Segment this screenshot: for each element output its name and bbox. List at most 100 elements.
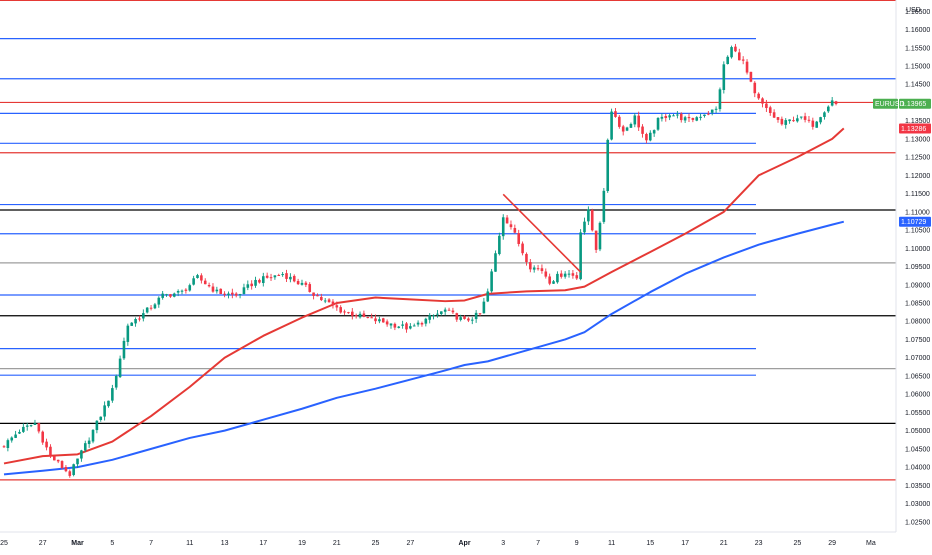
candle-body xyxy=(463,316,466,319)
candle-body xyxy=(470,319,474,321)
candle-body xyxy=(37,423,41,432)
candle-body xyxy=(273,275,277,278)
candle-body xyxy=(710,109,714,113)
time-tick-label: 17 xyxy=(681,540,689,547)
candle-body xyxy=(436,313,439,315)
price-scale[interactable]: 1.165001.160001.155001.150001.145001.140… xyxy=(905,9,930,526)
candle-body xyxy=(2,446,6,448)
candle-body xyxy=(18,431,21,434)
candle-body xyxy=(718,89,722,110)
candle-body xyxy=(261,276,265,284)
candle-body xyxy=(165,294,168,296)
candle-body xyxy=(76,458,79,465)
candle-body xyxy=(583,221,586,233)
candle-body xyxy=(517,233,521,244)
candle-body xyxy=(807,119,811,121)
candle-body xyxy=(397,326,401,328)
candle-body xyxy=(68,471,72,476)
candle-body xyxy=(227,293,230,296)
candle-body xyxy=(703,114,706,117)
candle-body xyxy=(53,456,56,461)
candle-body xyxy=(757,93,760,99)
candle-body xyxy=(207,285,211,287)
candle-body xyxy=(188,285,192,291)
moving-average-line xyxy=(3,220,845,476)
candle-body xyxy=(316,295,319,297)
candle-body xyxy=(482,301,486,314)
candle-body xyxy=(428,315,431,320)
time-scale[interactable]: 25 27 Mar 5 7 11 13 17 19 21 25 27 Apr 3 7 9 11 15 17 21 23 2… xyxy=(0,540,876,547)
candle-body xyxy=(215,289,219,292)
time-tick-label: 11 xyxy=(186,540,193,547)
candle-body xyxy=(176,290,180,293)
candle-body xyxy=(6,440,10,448)
candle-body xyxy=(714,108,718,110)
candle-body xyxy=(672,115,675,117)
candle-body xyxy=(405,323,408,330)
time-tick-label: Mar xyxy=(71,540,84,547)
candle-body xyxy=(498,235,501,255)
candle-body xyxy=(343,311,346,313)
time-tick-label: 3 xyxy=(501,540,505,547)
time-tick-label: 9 xyxy=(575,540,579,547)
candle-body xyxy=(679,113,683,121)
candle-body xyxy=(776,117,780,120)
candle-body xyxy=(107,400,110,407)
price-tick-label: 1.15000 xyxy=(905,63,930,70)
candle-body xyxy=(799,116,803,118)
candle-body xyxy=(130,322,134,326)
candle-body xyxy=(687,117,691,119)
time-tick-label: 27 xyxy=(39,540,47,547)
candle-body xyxy=(478,313,482,315)
candle-body xyxy=(192,278,195,285)
candle-body xyxy=(629,123,633,128)
price-tick-label: 1.07000 xyxy=(905,355,930,362)
candle-body xyxy=(103,405,106,417)
candle-body xyxy=(641,126,644,134)
candle-body xyxy=(761,98,764,104)
candle-body xyxy=(676,114,679,116)
candle-body xyxy=(29,425,33,427)
candle-body xyxy=(80,450,83,459)
candle-body xyxy=(575,275,579,279)
price-tick-label: 1.08500 xyxy=(905,301,930,308)
time-tick-label: 29 xyxy=(828,540,836,547)
candle-body xyxy=(637,115,640,128)
candle-body xyxy=(707,113,710,115)
price-tag-box xyxy=(899,98,931,109)
candle-body xyxy=(409,326,412,329)
candle-body xyxy=(467,318,470,321)
candle-body xyxy=(416,322,420,325)
candle-body xyxy=(223,293,226,295)
candle-body xyxy=(87,440,91,445)
candle-body xyxy=(312,292,315,296)
candle-body xyxy=(571,273,575,276)
candle-body xyxy=(652,130,656,134)
candle-body xyxy=(455,313,459,320)
candle-body xyxy=(548,276,551,284)
candle-body xyxy=(231,292,234,295)
candle-body xyxy=(60,461,64,469)
candle-body xyxy=(536,268,540,270)
candle-body xyxy=(258,279,261,283)
candle-body xyxy=(625,127,629,131)
candle-body xyxy=(22,426,25,432)
candle-body xyxy=(815,121,818,128)
time-tick-label: 25 xyxy=(372,540,380,547)
price-tick-label: 1.03000 xyxy=(905,501,930,508)
candle-body xyxy=(250,283,253,287)
trendlines xyxy=(502,193,582,273)
symbol-tag-label: EURUSD xyxy=(875,101,905,108)
price-tick-label: 1.11500 xyxy=(905,191,930,198)
price-tick-label: 1.12500 xyxy=(905,155,930,162)
candle-body xyxy=(633,115,637,125)
candle-body xyxy=(699,116,702,118)
candle-body xyxy=(788,119,791,122)
candle-body xyxy=(246,284,250,288)
candle-body xyxy=(525,253,528,263)
candle-body xyxy=(683,117,687,121)
time-tick-label: 13 xyxy=(221,540,229,547)
candle-body xyxy=(598,222,602,250)
